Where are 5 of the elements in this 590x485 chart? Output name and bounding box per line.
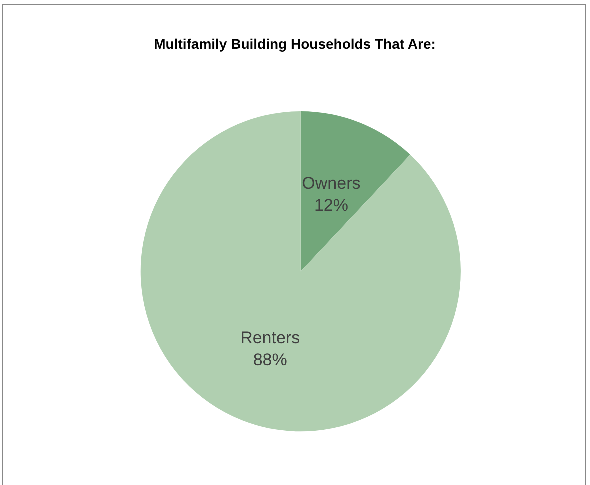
slice-label: Owners — [302, 174, 361, 193]
slice-label: Renters — [240, 328, 300, 348]
data-label: 88% — [253, 350, 288, 370]
data-label: 12% — [314, 196, 348, 215]
chart-title: Multifamily Building Households That Are: — [154, 36, 436, 52]
